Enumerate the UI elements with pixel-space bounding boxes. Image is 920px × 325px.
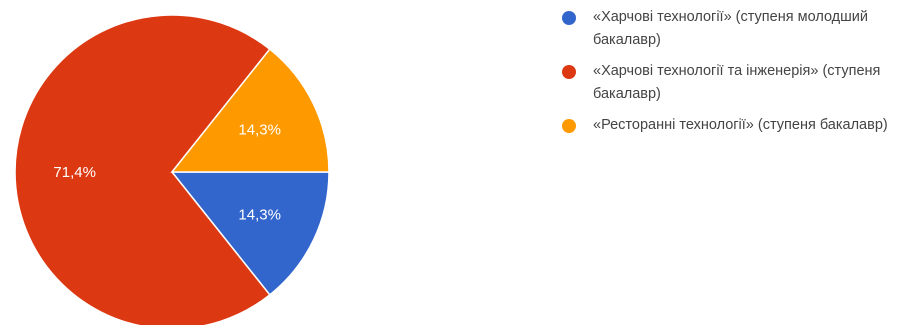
- slice-data-label: 14,3%: [238, 122, 281, 139]
- slice-food-technologies-junior-bachelor[interactable]: [170, 171, 330, 296]
- legend-label: «Харчові технології» (ступеня молодший б…: [593, 9, 868, 48]
- slice-food-technologies-engineering-bachelor[interactable]: [14, 14, 271, 325]
- slice-data-label: 14,3%: [238, 206, 281, 223]
- slice-restaurant-technologies-bachelor[interactable]: [170, 48, 330, 173]
- legend-swatch-orange: [562, 119, 576, 133]
- legend-swatch-blue: [562, 11, 576, 25]
- legend-label: «Харчові технології та інженерія» (ступе…: [593, 63, 881, 102]
- slice-data-label: 71,4%: [53, 164, 96, 181]
- legend-item-food-technologies-engineering-bachelor[interactable]: «Харчові технології та інженерія» (ступе…: [562, 60, 918, 106]
- legend-item-food-technologies-junior-bachelor[interactable]: «Харчові технології» (ступеня молодший б…: [562, 6, 918, 52]
- legend: «Харчові технології» (ступеня молодший б…: [562, 6, 918, 145]
- legend-swatch-red: [562, 65, 576, 79]
- legend-label: «Ресторанні технології» (ступеня бакалав…: [593, 117, 888, 133]
- legend-item-restaurant-technologies-bachelor[interactable]: «Ресторанні технології» (ступеня бакалав…: [562, 114, 918, 137]
